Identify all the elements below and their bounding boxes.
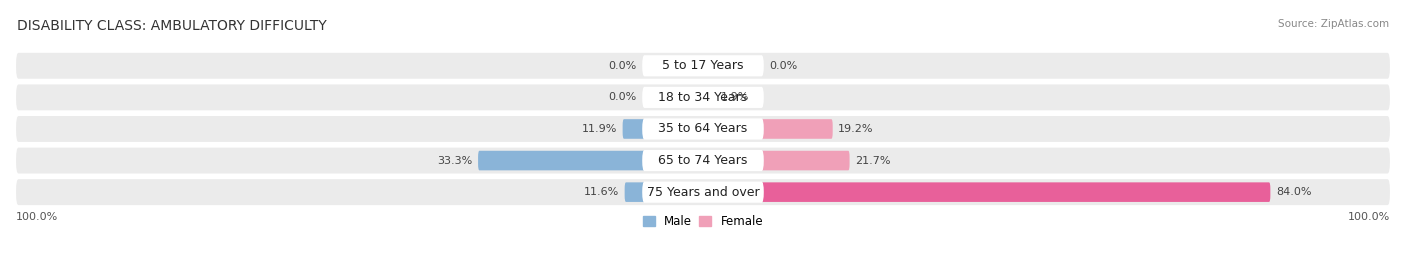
FancyBboxPatch shape: [623, 119, 703, 139]
Text: 11.9%: 11.9%: [582, 124, 617, 134]
Text: 0.0%: 0.0%: [769, 61, 797, 71]
Text: 84.0%: 84.0%: [1275, 187, 1312, 197]
Text: 100.0%: 100.0%: [15, 212, 58, 222]
Text: 18 to 34 Years: 18 to 34 Years: [658, 91, 748, 104]
Text: DISABILITY CLASS: AMBULATORY DIFFICULTY: DISABILITY CLASS: AMBULATORY DIFFICULTY: [17, 19, 326, 33]
Text: 5 to 17 Years: 5 to 17 Years: [662, 59, 744, 72]
Text: 0.0%: 0.0%: [609, 92, 637, 102]
FancyBboxPatch shape: [15, 84, 1391, 110]
FancyBboxPatch shape: [643, 118, 763, 140]
FancyBboxPatch shape: [643, 55, 763, 76]
Text: 100.0%: 100.0%: [1348, 212, 1391, 222]
FancyBboxPatch shape: [15, 116, 1391, 142]
FancyBboxPatch shape: [15, 53, 1391, 79]
FancyBboxPatch shape: [703, 119, 832, 139]
FancyBboxPatch shape: [703, 182, 1271, 202]
FancyBboxPatch shape: [624, 182, 703, 202]
FancyBboxPatch shape: [478, 151, 703, 170]
Text: 19.2%: 19.2%: [838, 124, 873, 134]
FancyBboxPatch shape: [643, 87, 763, 108]
Text: 65 to 74 Years: 65 to 74 Years: [658, 154, 748, 167]
Text: 75 Years and over: 75 Years and over: [647, 186, 759, 199]
Text: 11.6%: 11.6%: [583, 187, 619, 197]
FancyBboxPatch shape: [703, 151, 849, 170]
FancyBboxPatch shape: [15, 179, 1391, 205]
Text: Source: ZipAtlas.com: Source: ZipAtlas.com: [1278, 19, 1389, 29]
FancyBboxPatch shape: [703, 88, 716, 107]
Text: 1.9%: 1.9%: [721, 92, 749, 102]
Text: 0.0%: 0.0%: [609, 61, 637, 71]
Text: 35 to 64 Years: 35 to 64 Years: [658, 122, 748, 136]
Text: 33.3%: 33.3%: [437, 155, 472, 165]
Legend: Male, Female: Male, Female: [643, 215, 763, 228]
FancyBboxPatch shape: [15, 148, 1391, 174]
FancyBboxPatch shape: [643, 182, 763, 203]
Text: 21.7%: 21.7%: [855, 155, 890, 165]
FancyBboxPatch shape: [643, 150, 763, 171]
